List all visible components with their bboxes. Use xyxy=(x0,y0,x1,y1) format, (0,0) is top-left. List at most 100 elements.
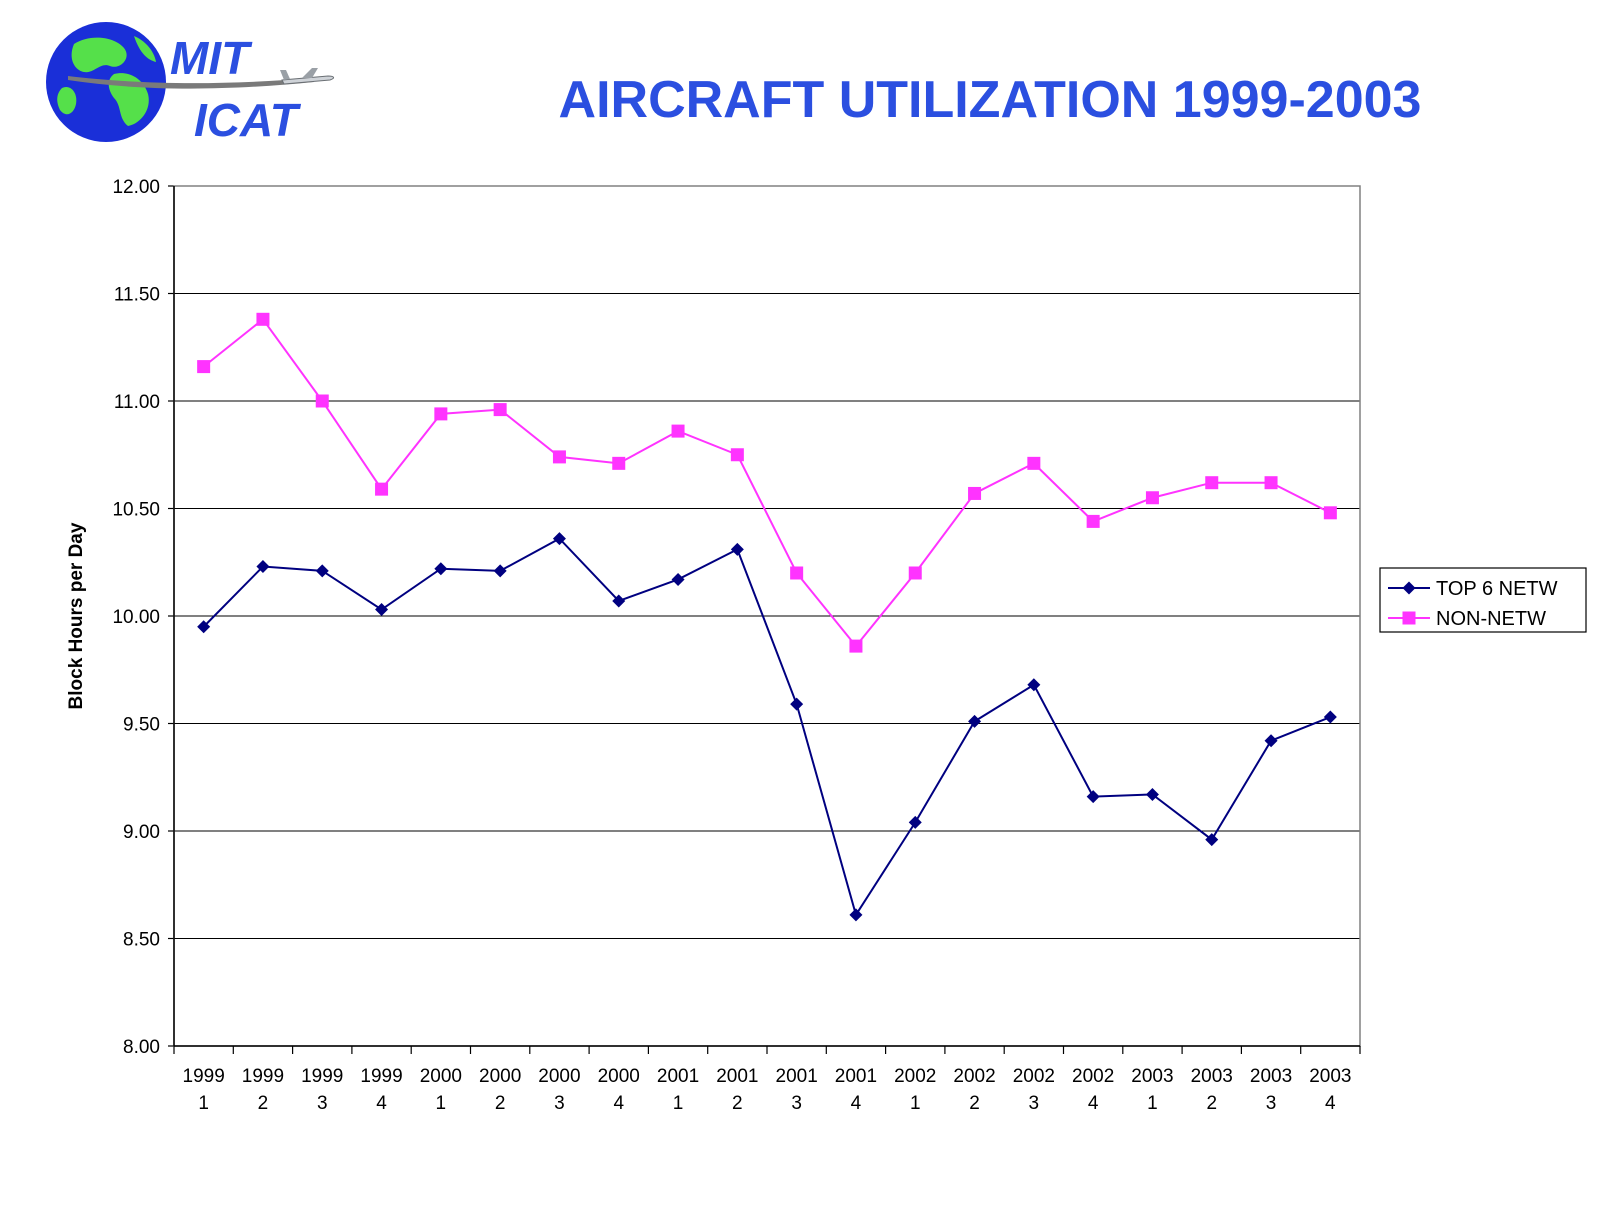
y-tick-labels: 8.00 8.50 9.00 9.50 10.00 10.50 11.00 11.50 12.0… xyxy=(112,177,160,1058)
data-point xyxy=(1264,476,1278,490)
x-tick-label-year: 1999 xyxy=(360,1066,402,1087)
x-tick-label-year: 2003 xyxy=(1131,1066,1173,1087)
x-tick-label-year: 2002 xyxy=(1013,1066,1055,1087)
y-tick-label: 10.00 xyxy=(112,607,160,628)
series-non-netw xyxy=(197,312,1337,653)
x-tick-label-quarter: 1 xyxy=(436,1093,447,1114)
x-tick-label-quarter: 4 xyxy=(1325,1093,1336,1114)
x-tick-label-quarter: 3 xyxy=(317,1093,328,1114)
x-tick-label-year: 2001 xyxy=(835,1066,877,1087)
logo-text-mit: MIT xyxy=(170,32,253,84)
x-tick-label-quarter: 2 xyxy=(969,1093,980,1114)
x-tick-label-quarter: 3 xyxy=(1029,1093,1040,1114)
data-point xyxy=(1145,491,1159,505)
axes xyxy=(168,185,1361,1054)
x-tick-label-year: 2002 xyxy=(1072,1066,1114,1087)
x-tick-label-year: 2000 xyxy=(479,1066,521,1087)
data-point xyxy=(908,815,922,829)
data-point xyxy=(552,532,566,546)
x-tick-label-quarter: 1 xyxy=(1147,1093,1158,1114)
series-line xyxy=(203,317,1331,648)
y-tick-label: 8.50 xyxy=(123,930,160,951)
x-tick-label-year: 1999 xyxy=(242,1066,284,1087)
data-point xyxy=(1145,787,1159,801)
x-tick-label-quarter: 2 xyxy=(258,1093,269,1114)
data-point xyxy=(256,312,270,326)
x-tick-label-year: 2000 xyxy=(420,1066,462,1087)
data-point xyxy=(493,564,507,578)
data-point xyxy=(612,456,626,470)
data-point xyxy=(1027,678,1041,692)
legend-label: TOP 6 NETW xyxy=(1436,578,1558,600)
x-tick-label-year: 2002 xyxy=(894,1066,936,1087)
mit-icat-logo: MIT ICAT xyxy=(46,22,335,146)
data-point xyxy=(552,450,566,464)
y-tick-label: 11.50 xyxy=(114,285,160,306)
x-tick-label-year: 2000 xyxy=(598,1066,640,1087)
data-point xyxy=(1264,734,1278,748)
y-tick-label: 12.00 xyxy=(112,177,160,198)
data-point xyxy=(1205,476,1219,490)
x-tick-label-year: 2001 xyxy=(657,1066,699,1087)
data-point xyxy=(315,394,329,408)
legend-label: NON-NETW xyxy=(1436,608,1546,630)
data-point xyxy=(315,564,329,578)
y-tick-label: 9.00 xyxy=(123,822,160,843)
x-tick-label-year: 1999 xyxy=(183,1066,225,1087)
y-axis-title: Block Hours per Day xyxy=(66,522,87,709)
x-tick-label-quarter: 3 xyxy=(554,1093,565,1114)
x-tick-label-year: 2003 xyxy=(1191,1066,1233,1087)
data-point xyxy=(434,562,448,576)
x-tick-label-year: 2001 xyxy=(776,1066,818,1087)
data-point xyxy=(1323,506,1337,520)
data-point xyxy=(1086,514,1100,528)
legend-marker xyxy=(1402,581,1416,595)
data-point xyxy=(790,566,804,580)
x-tick-label-year: 2001 xyxy=(716,1066,758,1087)
data-point xyxy=(671,572,685,586)
data-point xyxy=(730,542,744,556)
y-tick-label: 8.00 xyxy=(123,1037,160,1058)
x-tick-label-quarter: 2 xyxy=(495,1093,506,1114)
data-point xyxy=(968,486,982,500)
y-tick-label: 11.00 xyxy=(114,392,160,413)
data-point xyxy=(1205,833,1219,847)
x-tick-label-quarter: 4 xyxy=(613,1093,624,1114)
data-point xyxy=(493,403,507,417)
data-point xyxy=(375,603,389,617)
legend-entry: TOP 6 NETW xyxy=(1388,578,1558,600)
data-point xyxy=(375,482,389,496)
series-line xyxy=(202,537,1331,918)
x-tick-label-quarter: 1 xyxy=(910,1093,921,1114)
x-tick-label-quarter: 3 xyxy=(1266,1093,1277,1114)
series-top-6-netw xyxy=(197,532,1337,922)
data-point xyxy=(1027,456,1041,470)
data-point xyxy=(612,594,626,608)
data-point xyxy=(849,908,863,922)
x-tick-label-quarter: 2 xyxy=(1206,1093,1217,1114)
data-point xyxy=(790,697,804,711)
data-point xyxy=(197,620,211,634)
y-tick-label: 10.50 xyxy=(112,500,160,521)
x-tick-label-year: 2003 xyxy=(1250,1066,1292,1087)
x-tick-label-quarter: 3 xyxy=(791,1093,802,1114)
airplane-icon xyxy=(280,68,335,85)
y-tick-label: 9.50 xyxy=(123,715,160,736)
series-group xyxy=(197,312,1337,922)
x-tick-label-year: 2003 xyxy=(1309,1066,1351,1087)
x-tick-label-quarter: 4 xyxy=(851,1093,862,1114)
x-tick-labels: 1999 1 1999 2 1999 3 1999 4 2000 1 2000 2 2000 3 2000 4… xyxy=(183,1066,1352,1114)
data-point xyxy=(908,566,922,580)
data-point xyxy=(671,424,685,438)
x-tick-label-quarter: 4 xyxy=(376,1093,387,1114)
x-tick-label-year: 2000 xyxy=(538,1066,580,1087)
x-tick-label-quarter: 1 xyxy=(673,1093,684,1114)
airplane-trail xyxy=(68,76,314,89)
data-point xyxy=(968,714,982,728)
data-point xyxy=(1323,710,1337,724)
legend: TOP 6 NETW NON-NETW xyxy=(1379,567,1587,633)
legend-entry: NON-NETW xyxy=(1388,608,1546,630)
data-point xyxy=(256,560,270,574)
data-point xyxy=(849,639,863,653)
